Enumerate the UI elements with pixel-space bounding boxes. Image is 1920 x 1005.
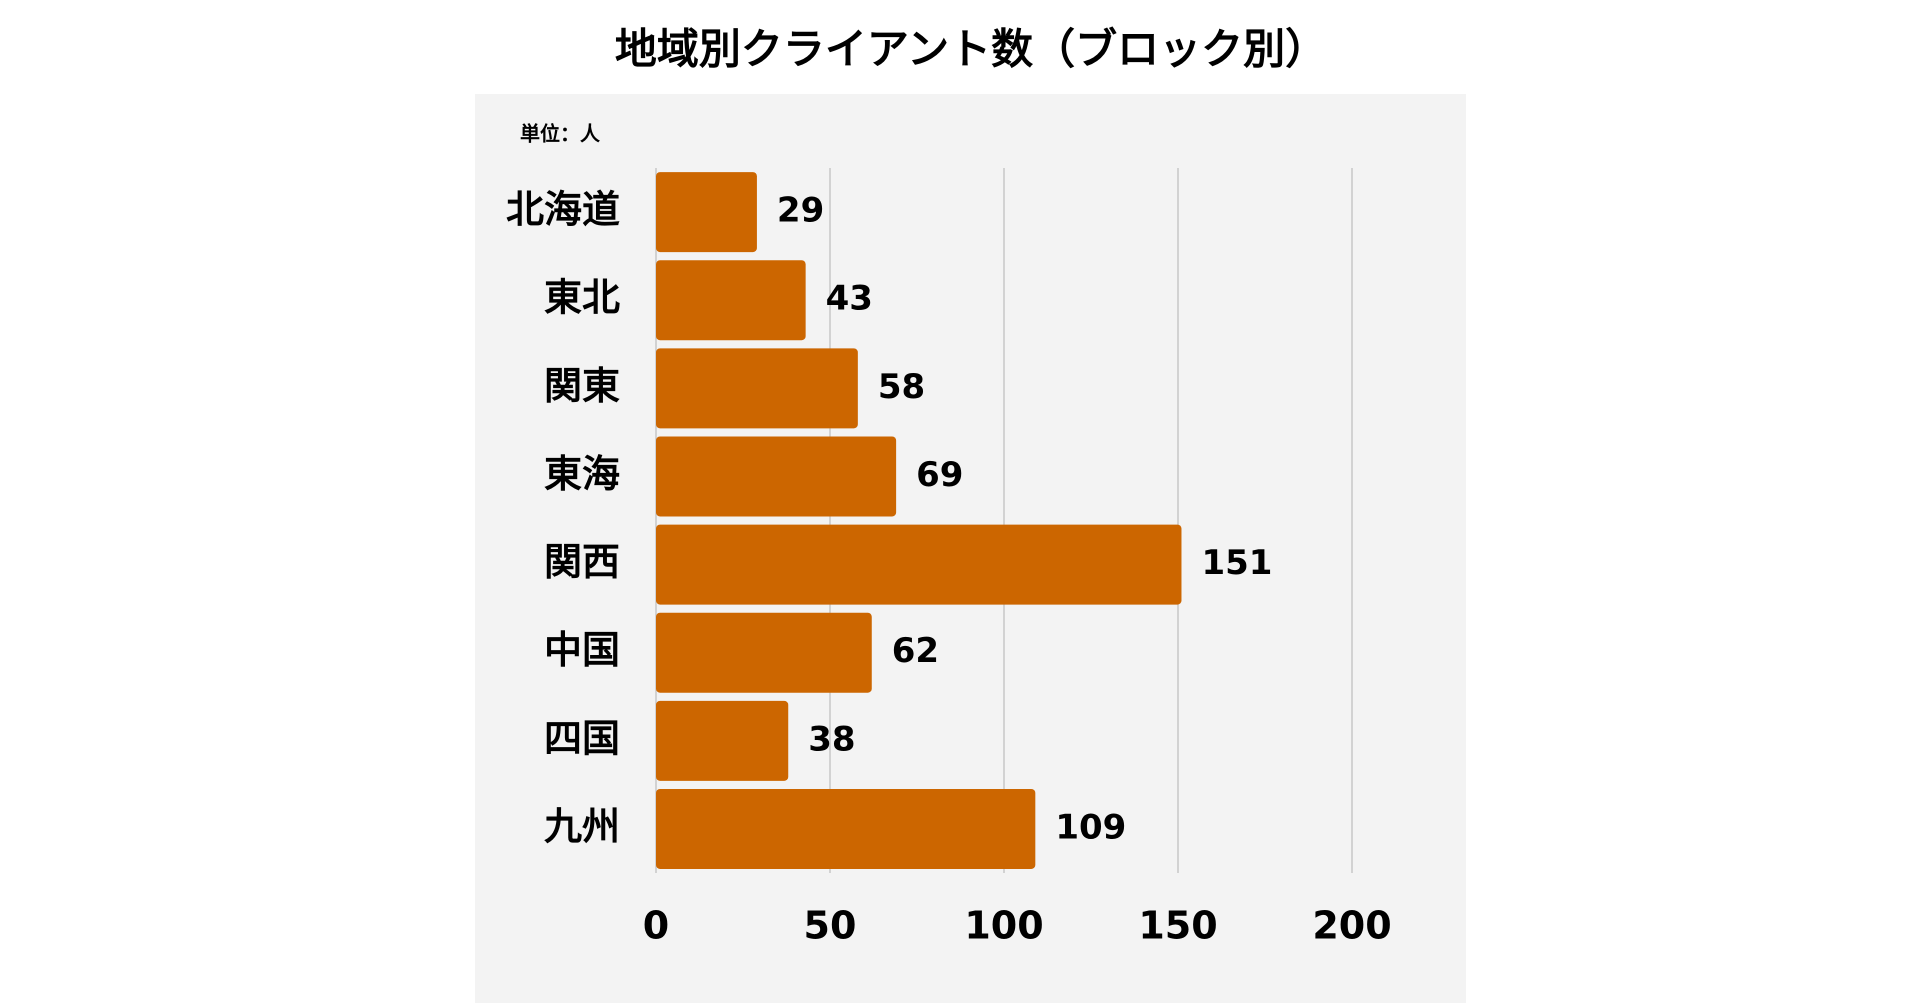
- y-tick-label: 北海道: [506, 188, 620, 232]
- y-tick-label: 九州: [544, 804, 620, 848]
- value-label: 69: [916, 455, 963, 495]
- bar: [656, 436, 897, 517]
- x-tick-label: 0: [643, 904, 669, 948]
- value-label: 109: [1055, 807, 1126, 847]
- unit-label: 単位：人: [520, 122, 601, 146]
- x-tick-label: 50: [804, 904, 857, 948]
- bar: [656, 172, 757, 253]
- x-tick-label: 150: [1138, 904, 1217, 948]
- bar: [656, 700, 789, 781]
- value-label: 151: [1201, 543, 1272, 583]
- bar: [656, 612, 872, 693]
- x-tick-label: 100: [964, 904, 1043, 948]
- value-label: 62: [892, 631, 939, 671]
- y-tick-label: 東北: [544, 276, 620, 320]
- bar: [656, 260, 806, 341]
- y-tick-label: 東海: [544, 452, 620, 496]
- bar: [656, 348, 858, 429]
- y-tick-label: 関東: [544, 364, 620, 408]
- y-tick-label: 中国: [544, 628, 620, 672]
- value-label: 43: [826, 279, 873, 319]
- value-label: 38: [808, 719, 855, 759]
- y-tick-label: 四国: [544, 716, 620, 760]
- bar: [656, 524, 1182, 605]
- value-label: 58: [878, 367, 925, 407]
- y-tick-label: 関西: [544, 540, 620, 584]
- x-tick-label: 200: [1312, 904, 1391, 948]
- chart-title: 地域別クライアント数（ブロック別）: [615, 25, 1327, 74]
- bar: [656, 788, 1036, 869]
- value-label: 29: [777, 191, 824, 231]
